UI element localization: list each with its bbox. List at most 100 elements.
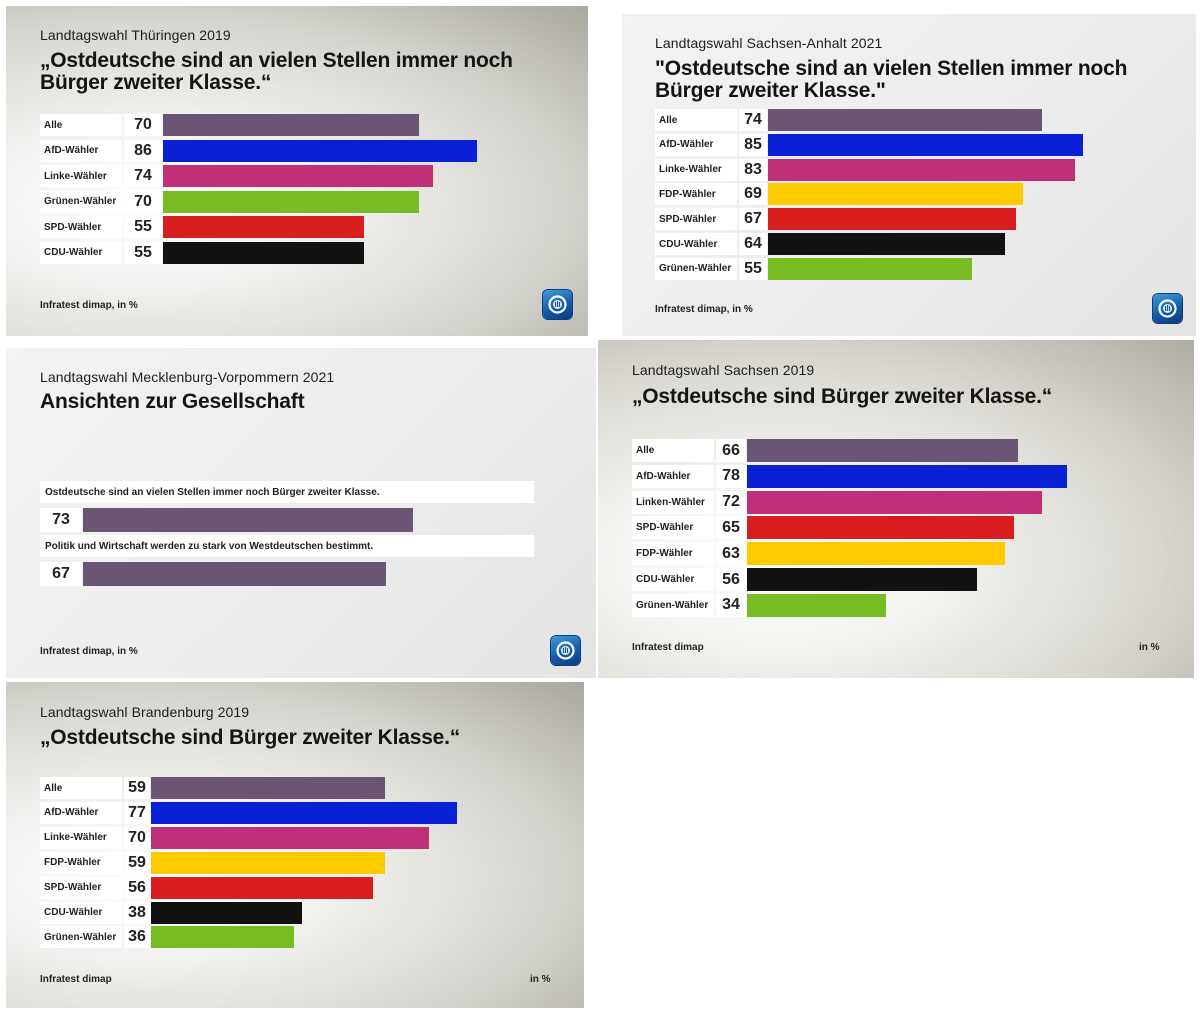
question-label: Politik und Wirtschaft werden zu stark v… (40, 535, 534, 557)
chart-subtitle: Landtagswahl Mecklenburg-Vorpommern 2021 (40, 369, 335, 385)
bar (768, 257, 972, 280)
category-label: CDU-Wähler (632, 568, 714, 591)
chart-subtitle: Landtagswahl Sachsen-Anhalt 2021 (655, 35, 883, 51)
bar (768, 233, 1005, 255)
category-label: SPD-Wähler (40, 216, 122, 238)
chart-subtitle: Landtagswahl Thüringen 2019 (40, 27, 231, 43)
chart-panel-sachsen-anhalt: Landtagswahl Sachsen-Anhalt 2021 "Ostdeu… (622, 14, 1196, 336)
bar-value-label: 85 (739, 133, 767, 156)
category-label: Grünen-Wähler (632, 593, 714, 617)
bar-value-label: 74 (124, 165, 162, 187)
bar-value-label: 70 (124, 114, 162, 136)
bar (768, 109, 1042, 131)
category-label: Linke-Wähler (40, 826, 122, 849)
bar-value-label: 55 (124, 241, 162, 264)
category-label: Grünen-Wähler (40, 190, 122, 213)
chart-title: "Ostdeutsche sind an vielen Stellen imme… (655, 57, 1128, 102)
bar-value-label: 70 (124, 190, 162, 213)
category-label: SPD-Wähler (632, 516, 714, 540)
bar-value-label: 78 (716, 464, 746, 488)
bar (163, 139, 477, 162)
bar-value-label: 36 (124, 926, 150, 949)
chart-unit: in % (1139, 642, 1160, 653)
category-label: Alle (40, 777, 122, 799)
chart-title: „Ostdeutsche sind Bürger zweiter Klasse.… (632, 385, 1053, 408)
chart-source: Infratest dimap, in % (655, 304, 753, 315)
bar (151, 777, 386, 799)
bar-value-label: 67 (739, 208, 767, 231)
bar-value-label: 77 (124, 801, 150, 824)
bar (747, 464, 1067, 488)
ard-logo-icon (543, 290, 572, 319)
bar (163, 216, 364, 238)
bar (768, 158, 1076, 181)
chart-panel-brandenburg: Landtagswahl Brandenburg 2019 „Ostdeutsc… (6, 682, 584, 1008)
category-label: AfD-Wähler (40, 801, 122, 824)
bar-value-label: 59 (124, 777, 150, 799)
bar (163, 114, 419, 136)
bar-value-label: 66 (716, 439, 746, 462)
category-label: Alle (632, 439, 714, 462)
category-label: Linke-Wähler (40, 165, 122, 187)
bar-value-label: 55 (739, 257, 767, 280)
bar (163, 190, 419, 213)
chart-subtitle: Landtagswahl Brandenburg 2019 (40, 704, 250, 720)
bar-value-label: 59 (124, 851, 150, 874)
bar (768, 133, 1083, 156)
bar-value-label: 83 (739, 158, 767, 181)
bar (163, 241, 364, 264)
chart-panel-mecklenburg-vorpommern: Landtagswahl Mecklenburg-Vorpommern 2021… (6, 348, 596, 678)
bar (768, 183, 1024, 206)
bar-value-label: 69 (739, 183, 767, 206)
chart-title: „Ostdeutsche sind an vielen Stellen imme… (40, 49, 513, 94)
chart-panel-sachsen: Landtagswahl Sachsen 2019 „Ostdeutsche s… (598, 340, 1194, 678)
category-label: Grünen-Wähler (655, 257, 737, 280)
bar-value-label: 56 (716, 568, 746, 591)
chart-title: Ansichten zur Gesellschaft (40, 390, 305, 413)
chart-unit: in % (530, 974, 551, 985)
chart-subtitle: Landtagswahl Sachsen 2019 (632, 362, 815, 378)
bar (747, 542, 1006, 566)
category-label: FDP-Wähler (655, 183, 737, 206)
category-label: Alle (655, 109, 737, 131)
bar-value-label: 74 (739, 109, 767, 131)
category-label: Alle (40, 114, 122, 136)
bar (747, 439, 1018, 462)
bar (151, 901, 302, 924)
category-label: Linke-Wähler (655, 158, 737, 181)
category-label: FDP-Wähler (632, 542, 714, 566)
chart-source: Infratest dimap (40, 974, 112, 985)
bar (83, 508, 413, 532)
category-label: Grünen-Wähler (40, 926, 122, 949)
bar (163, 165, 434, 187)
bar (747, 516, 1014, 540)
chart-title: „Ostdeutsche sind Bürger zweiter Klasse.… (40, 726, 461, 749)
bar-value-label: 65 (716, 516, 746, 540)
bar-value-label: 56 (124, 876, 150, 899)
bar (83, 562, 386, 586)
category-label: SPD-Wähler (40, 876, 122, 899)
category-label: FDP-Wähler (40, 851, 122, 874)
bar-value-label: 70 (124, 826, 150, 849)
bar-value-label: 38 (124, 901, 150, 924)
bar (151, 876, 374, 899)
bar (151, 826, 429, 849)
bar (151, 801, 457, 824)
bar-value-label: 63 (716, 542, 746, 566)
ard-logo-icon (1153, 294, 1182, 323)
bar-value-label: 67 (40, 562, 82, 586)
category-label: AfD-Wähler (40, 139, 122, 162)
bar (747, 593, 887, 617)
bar (151, 926, 294, 949)
question-label: Ostdeutsche sind an vielen Stellen immer… (40, 481, 534, 503)
category-label: Linken-Wähler (632, 490, 714, 514)
bar (747, 490, 1043, 514)
category-label: AfD-Wähler (655, 133, 737, 156)
bar-value-label: 73 (40, 508, 82, 532)
category-label: AfD-Wähler (632, 464, 714, 488)
bar (151, 851, 386, 874)
bar-value-label: 64 (739, 233, 767, 255)
bar (768, 208, 1016, 231)
bar-value-label: 34 (716, 593, 746, 617)
bar-value-label: 86 (124, 139, 162, 162)
